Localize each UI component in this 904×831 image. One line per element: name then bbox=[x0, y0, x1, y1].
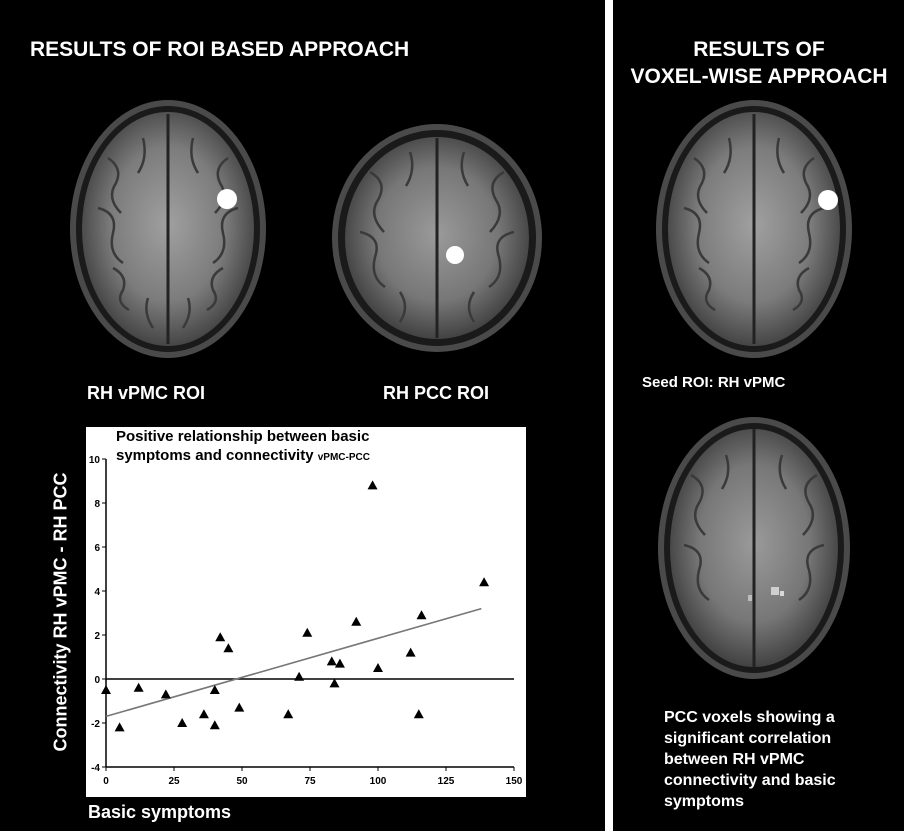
data-point-triangle bbox=[416, 610, 427, 620]
data-point-triangle bbox=[133, 682, 144, 692]
x-tick-label: 75 bbox=[304, 776, 316, 787]
significant-voxel bbox=[771, 587, 779, 595]
y-tick-label: 0 bbox=[94, 675, 100, 686]
brain-slice-pcc bbox=[332, 124, 542, 352]
data-point-triangle bbox=[405, 647, 416, 657]
brain-slice-seed bbox=[656, 100, 852, 358]
data-point-triangle bbox=[373, 663, 383, 672]
roi-approach-heading: RESULTS OF ROI BASED APPROACH bbox=[30, 38, 410, 61]
data-point-triangle bbox=[101, 685, 111, 694]
data-point-triangle bbox=[283, 709, 294, 719]
scatter-chart: -4 -2 0 2 4 6 8 10 0 25 50 75 100 125 150 Positive rel… bbox=[86, 427, 526, 797]
x-tick-label: 25 bbox=[168, 776, 180, 787]
y-tick-label: 4 bbox=[94, 587, 100, 598]
voxel-heading-line1: RESULTS OF bbox=[693, 38, 825, 61]
pcc-voxels-caption: PCC voxels showing a significant correla… bbox=[664, 709, 836, 810]
pcc-roi-label: RH PCC ROI bbox=[383, 383, 490, 403]
data-point-triangle bbox=[479, 577, 490, 587]
x-tick-label: 150 bbox=[506, 776, 523, 787]
voxel-approach-heading: RESULTS OF VOXEL-WISE APPROACH bbox=[614, 36, 904, 90]
data-point-triangle bbox=[294, 671, 305, 681]
seed-roi-label: Seed ROI: RH vPMC bbox=[642, 374, 786, 391]
data-point-triangle bbox=[215, 632, 226, 642]
y-tick-label: -4 bbox=[91, 763, 100, 774]
voxel-heading-line2: VOXEL-WISE APPROACH bbox=[630, 65, 888, 88]
y-tick-label: 10 bbox=[89, 455, 101, 466]
brain-slice-vpmc bbox=[70, 100, 266, 358]
data-point-triangle bbox=[198, 709, 209, 719]
data-point-triangle bbox=[114, 722, 125, 732]
data-point-triangle bbox=[177, 718, 188, 727]
chart-title-sub: vPMC-PCC bbox=[317, 452, 370, 463]
y-axis-label: Connectivity RH vPMC - RH PCC bbox=[50, 472, 71, 752]
trend-line bbox=[105, 607, 482, 718]
x-tick-label: 0 bbox=[103, 776, 109, 787]
y-axis-label-box: Connectivity RH vPMC - RH PCC bbox=[46, 432, 76, 792]
data-point-triangle bbox=[367, 480, 378, 490]
x-tick-label: 50 bbox=[236, 776, 248, 787]
chart-title-main: Positive relationship between basic symp… bbox=[116, 428, 370, 464]
pcc-roi-marker bbox=[446, 246, 464, 264]
x-tick-label: 100 bbox=[370, 776, 387, 787]
data-point-triangle bbox=[209, 720, 220, 730]
panel-divider bbox=[605, 0, 613, 831]
x-tick-label: 125 bbox=[438, 776, 455, 787]
data-point-triangle bbox=[351, 616, 362, 626]
data-point-triangle bbox=[329, 678, 340, 688]
data-point-triangle bbox=[223, 643, 234, 653]
vpmc-roi-label: RH vPMC ROI bbox=[87, 383, 206, 403]
y-tick-label: 2 bbox=[94, 631, 100, 642]
vpmc-roi-marker bbox=[217, 189, 237, 209]
chart-title: Positive relationship between basic symp… bbox=[116, 427, 446, 467]
data-point-triangle bbox=[334, 658, 345, 668]
data-point-triangle bbox=[160, 689, 171, 699]
significant-voxel bbox=[748, 595, 752, 601]
data-point-triangle bbox=[326, 656, 337, 666]
y-tick-label: 8 bbox=[94, 499, 100, 510]
significant-voxel bbox=[780, 591, 784, 596]
x-axis-label: Basic symptoms bbox=[88, 802, 232, 822]
y-tick-label: -2 bbox=[91, 719, 100, 730]
data-point-triangle bbox=[234, 702, 245, 712]
brain-slice-voxelwise bbox=[658, 417, 850, 679]
seed-roi-marker bbox=[818, 190, 838, 210]
y-tick-label: 6 bbox=[94, 543, 100, 554]
data-point-triangle bbox=[209, 685, 220, 694]
data-point-triangle bbox=[302, 627, 313, 637]
data-point-triangle bbox=[413, 709, 424, 719]
